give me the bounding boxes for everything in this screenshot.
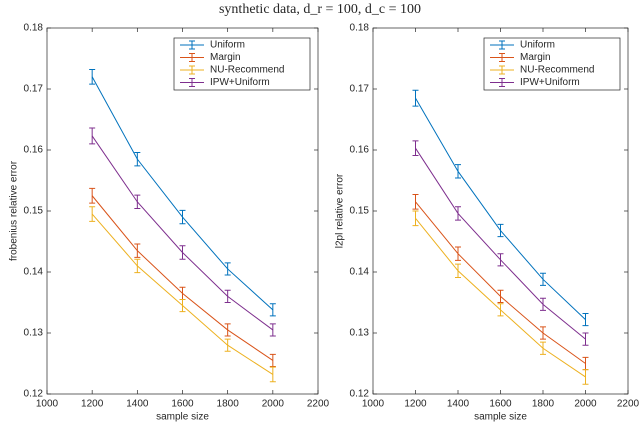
figure-title: synthetic data, d_r = 100, d_c = 100 bbox=[219, 2, 421, 17]
y-tick-label: 0.18 bbox=[350, 23, 370, 34]
error-bar bbox=[224, 289, 231, 303]
x-tick-label: 1800 bbox=[532, 399, 555, 410]
x-tick-label: 1000 bbox=[362, 399, 385, 410]
legend-swatch bbox=[180, 65, 204, 75]
error-bar bbox=[497, 223, 504, 238]
x-tick-label: 1200 bbox=[404, 399, 427, 410]
error-bar bbox=[540, 341, 546, 355]
x-tick-label: 1400 bbox=[126, 399, 149, 410]
error-bar bbox=[497, 289, 504, 303]
legend-label: IPW+Uniform bbox=[520, 77, 580, 88]
legend-label: Margin bbox=[210, 52, 241, 63]
legend-swatch bbox=[180, 78, 204, 87]
error-bar bbox=[89, 68, 96, 85]
error-bar bbox=[455, 246, 461, 261]
error-bar bbox=[269, 353, 276, 368]
error-bar bbox=[540, 326, 546, 340]
legend-label: Uniform bbox=[210, 40, 245, 51]
error-bar bbox=[224, 323, 231, 337]
error-bar bbox=[134, 243, 141, 258]
legend-label: NU-Recommend bbox=[520, 65, 594, 76]
error-bar bbox=[134, 151, 141, 167]
error-bar bbox=[89, 206, 96, 222]
x-tick-label: 1400 bbox=[447, 399, 470, 410]
error-bar bbox=[455, 164, 461, 179]
error-bar bbox=[269, 323, 276, 337]
legend-box bbox=[483, 37, 621, 91]
error-bar bbox=[497, 303, 504, 317]
y-tick-label: 0.17 bbox=[350, 84, 370, 95]
error-bar bbox=[179, 245, 186, 260]
legend-swatch bbox=[490, 53, 514, 62]
x-tick-label: 2200 bbox=[307, 399, 330, 410]
legend-label: NU-Recommend bbox=[210, 65, 284, 76]
error-bar bbox=[412, 194, 419, 210]
x-tick-label: 1200 bbox=[81, 399, 104, 410]
y-tick-label: 0.17 bbox=[24, 84, 44, 95]
legend-label: Uniform bbox=[520, 40, 555, 51]
y-tick-label: 0.12 bbox=[350, 389, 370, 400]
error-bar bbox=[582, 312, 589, 327]
error-bar bbox=[412, 89, 419, 107]
legend-label: IPW+Uniform bbox=[210, 77, 270, 88]
error-bar bbox=[582, 369, 589, 385]
error-bar bbox=[224, 338, 231, 352]
y-tick-label: 0.14 bbox=[24, 267, 44, 278]
error-bar bbox=[412, 210, 419, 227]
y-tick-label: 0.16 bbox=[350, 145, 370, 156]
x-tick-label: 1800 bbox=[217, 399, 240, 410]
error-bar bbox=[179, 298, 186, 313]
error-bar bbox=[540, 272, 546, 286]
error-bar bbox=[224, 262, 231, 276]
legend-swatch bbox=[180, 53, 204, 62]
x-tick-label: 1600 bbox=[171, 399, 194, 410]
legend-swatch bbox=[490, 40, 514, 50]
y-tick-label: 0.13 bbox=[350, 328, 370, 339]
x-tick-label: 1000 bbox=[36, 399, 59, 410]
y-tick-label: 0.12 bbox=[24, 389, 44, 400]
error-bar bbox=[134, 194, 141, 210]
error-bar bbox=[89, 187, 96, 204]
x-tick-label: 2000 bbox=[574, 399, 597, 410]
error-bar bbox=[455, 263, 461, 278]
x-tick-label: 2200 bbox=[617, 399, 640, 410]
x-tick-label: 2000 bbox=[262, 399, 285, 410]
legend-box bbox=[173, 37, 311, 91]
y-tick-label: 0.14 bbox=[350, 267, 370, 278]
error-bar bbox=[455, 206, 461, 221]
error-bar bbox=[497, 253, 504, 267]
error-bar bbox=[412, 140, 419, 156]
x-axis-label: sample size bbox=[474, 412, 527, 423]
x-axis-label: sample size bbox=[156, 412, 209, 423]
x-tick-label: 1600 bbox=[489, 399, 512, 410]
y-tick-label: 0.15 bbox=[24, 206, 44, 217]
error-bar bbox=[179, 209, 186, 225]
y-tick-label: 0.15 bbox=[350, 206, 370, 217]
legend-swatch bbox=[180, 40, 204, 50]
error-bar bbox=[134, 258, 141, 274]
error-bar bbox=[582, 332, 589, 346]
legend-swatch bbox=[490, 78, 514, 87]
error-bar bbox=[540, 297, 546, 311]
legend-swatch bbox=[490, 65, 514, 75]
legend-label: Margin bbox=[520, 52, 551, 63]
error-bar bbox=[89, 127, 96, 145]
y-axis-label: l2pl relative error bbox=[335, 173, 346, 248]
y-tick-label: 0.16 bbox=[24, 145, 44, 156]
y-axis-label: frobenius relative error bbox=[9, 160, 20, 261]
y-tick-label: 0.13 bbox=[24, 328, 44, 339]
error-bar bbox=[269, 366, 276, 383]
y-tick-label: 0.18 bbox=[24, 23, 44, 34]
error-bar bbox=[269, 303, 276, 317]
